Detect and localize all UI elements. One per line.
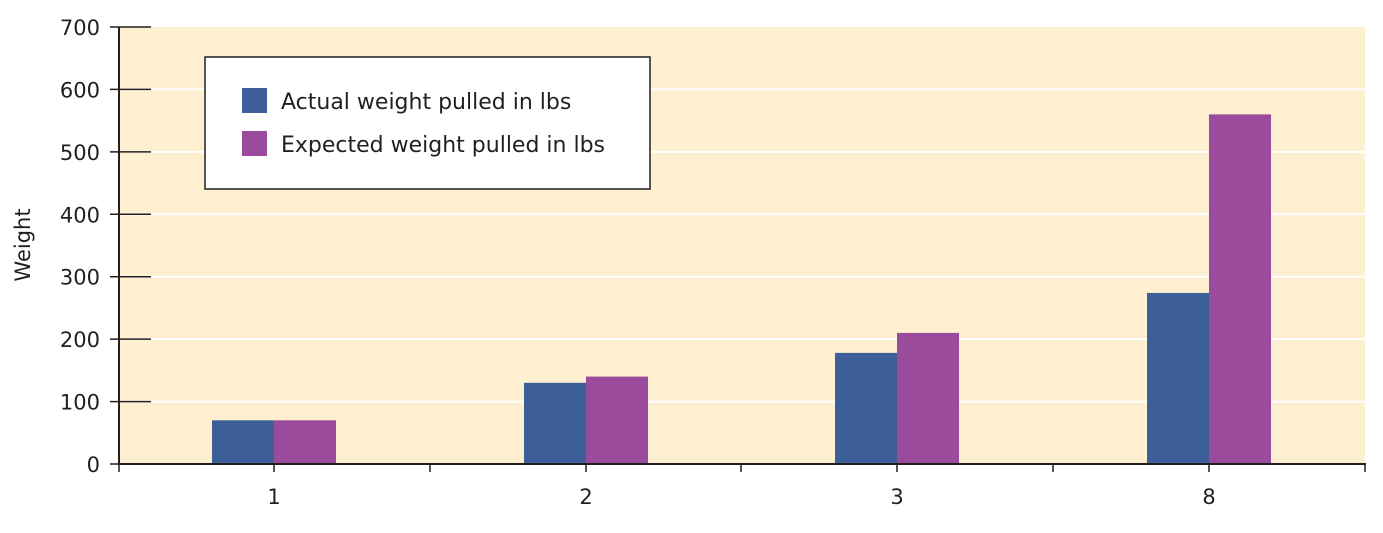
bar-expected-8 (1209, 114, 1271, 465)
x-axis-ticks: 1 2 3 8 (118, 464, 1366, 509)
y-tick-label: 300 (60, 266, 100, 290)
bar-actual-8 (1147, 292, 1209, 464)
bar-expected-2 (586, 376, 648, 464)
bar-expected-1 (274, 420, 336, 464)
y-tick-label: 500 (60, 141, 100, 165)
y-tick-label: 200 (60, 328, 100, 352)
bar-actual-1 (212, 420, 274, 464)
x-tick-label: 2 (579, 485, 592, 509)
y-tick-label: 700 (60, 16, 100, 40)
y-tick-label: 600 (60, 78, 100, 102)
y-tick-label: 100 (60, 391, 100, 415)
x-tick-label: 1 (267, 485, 280, 509)
legend-box (204, 56, 651, 190)
bar-actual-3 (835, 352, 897, 464)
legend-swatch-expected (242, 131, 267, 156)
legend-swatch-actual (242, 88, 267, 113)
legend-label-expected: Expected weight pulled in lbs (281, 133, 605, 158)
y-tick-label: 0 (87, 453, 100, 477)
legend-label-actual: Actual weight pulled in lbs (281, 90, 571, 115)
gridlines (120, 88, 1365, 403)
y-tick-label: 400 (60, 203, 100, 227)
x-tick-label: 3 (890, 485, 903, 509)
bar-expected-3 (897, 332, 959, 464)
bars (212, 114, 1271, 465)
x-tick-label: 8 (1202, 485, 1215, 509)
y-axis-title: Weight (11, 208, 35, 281)
bar-actual-2 (524, 382, 586, 464)
legend: Actual weight pulled in lbs Expected wei… (204, 56, 651, 190)
y-axis-ticks: 0 100 200 300 400 500 600 700 (60, 16, 151, 477)
